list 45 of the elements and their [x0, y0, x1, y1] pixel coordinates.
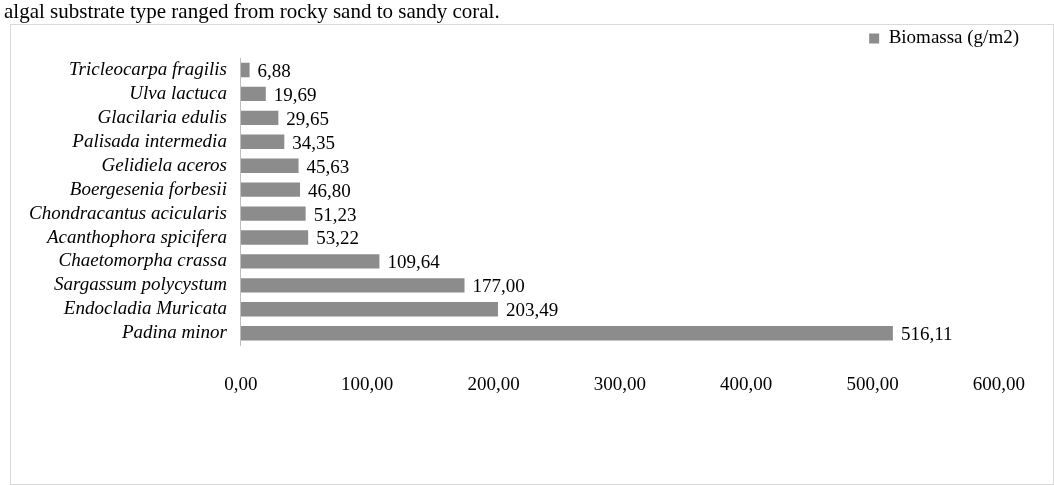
- x-tick-label: 500,00: [846, 372, 899, 394]
- bar: [240, 326, 893, 341]
- y-tick-label: Chaetomorpha crassa: [58, 249, 227, 271]
- data-label: 29,65: [286, 107, 330, 129]
- bar: [240, 62, 250, 78]
- bar: [240, 110, 279, 126]
- bar: [240, 158, 299, 173]
- data-label: 46,80: [308, 179, 351, 201]
- text: algal substrate type ranged from rocky sand to sandy coral.: [4, 0, 500, 23]
- bar: [240, 134, 285, 149]
- y-tick-label: Ulva lactuca: [129, 81, 227, 103]
- y-tick-label: Acanthophora spicifera: [44, 225, 227, 247]
- y-tick-label: Palisada intermedia: [71, 129, 227, 151]
- bar: [240, 302, 498, 317]
- y-tick-label: Chondracantus acicularis: [28, 201, 227, 223]
- x-tick-label: 600,00: [972, 372, 1025, 394]
- data-label: 516,11: [900, 323, 953, 345]
- legend-label: Biomassa (g/m2): [888, 26, 1020, 49]
- bar: [240, 254, 380, 269]
- data-label: 19,69: [273, 83, 317, 105]
- x-tick-label: 100,00: [341, 372, 394, 394]
- x-tick-label: 0,00: [224, 372, 258, 394]
- data-label: 203,49: [505, 299, 559, 321]
- bar: [240, 182, 301, 197]
- data-label: 109,64: [387, 251, 441, 273]
- x-tick-label: 300,00: [593, 372, 647, 394]
- data-label: 51,23: [313, 203, 357, 225]
- y-tick-label: Sargassum polycystum: [53, 273, 227, 295]
- bar: [240, 86, 266, 102]
- y-tick-label: Boergesenia forbesii: [69, 177, 227, 199]
- bar: [240, 278, 465, 293]
- bar: [240, 206, 306, 221]
- y-tick-label: Tricleocarpa fragilis: [69, 57, 227, 79]
- data-label: 6,88: [257, 59, 291, 81]
- y-tick-label: Gelidiela aceros: [101, 153, 227, 175]
- y-tick-label: Endocladia Muricata: [62, 297, 227, 319]
- data-label: 45,63: [306, 155, 350, 177]
- x-tick-label: 200,00: [467, 372, 520, 394]
- y-tick-label: Glacilaria edulis: [97, 105, 227, 127]
- bar: [240, 230, 309, 245]
- y-tick-label: Padina minor: [120, 321, 228, 343]
- data-label: 34,35: [292, 131, 336, 153]
- data-label: 53,22: [316, 227, 359, 249]
- x-tick-label: 400,00: [720, 372, 773, 394]
- data-label: 177,00: [472, 275, 525, 297]
